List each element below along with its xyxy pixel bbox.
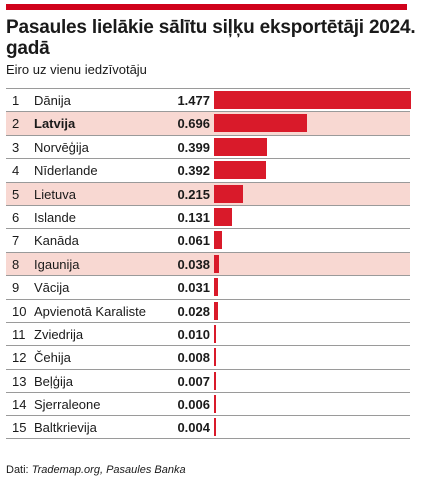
chart-row: 3 Norvēģija 0.399 (6, 134, 410, 158)
rank-label: 6 (12, 209, 20, 225)
bar (214, 254, 220, 273)
bar (214, 161, 267, 180)
chart-row: 11 Zviedrija 0.010 (6, 321, 410, 345)
chart-title: Pasaules lielākie sālītu siļķu eksportēt… (6, 17, 416, 59)
value-label: 0.031 (177, 280, 210, 296)
value-label: 0.392 (177, 163, 210, 179)
value-label: 0.696 (177, 116, 210, 132)
value-label: 0.061 (177, 233, 210, 249)
value-label: 1.477 (177, 93, 210, 108)
category-label: Norvēģija (34, 139, 89, 155)
chart-row: 7 Kanāda 0.061 (6, 228, 410, 251)
chart-row: 4 Nīderlande 0.392 (6, 158, 410, 181)
value-label: 0.007 (177, 373, 210, 389)
rank-label: 5 (12, 186, 20, 202)
category-label: Beļģija (34, 373, 74, 389)
rank-label: 2 (12, 116, 20, 132)
rank-label: 14 (12, 397, 27, 413)
category-label: Dānija (34, 93, 71, 108)
rank-label: 13 (12, 373, 27, 389)
category-label: Čehija (34, 350, 71, 366)
source-note: Dati: Trademap.org, Pasaules Banka (6, 464, 186, 476)
category-label: Lietuva (34, 186, 76, 202)
bar (214, 301, 218, 320)
value-label: 0.004 (177, 420, 210, 436)
value-label: 0.399 (177, 139, 210, 155)
rank-label: 12 (12, 350, 27, 366)
chart-row: 14 Sjerraleone 0.006 (6, 392, 410, 415)
chart-row: 13 Beļģija 0.007 (6, 368, 410, 392)
value-label: 0.028 (177, 303, 210, 319)
rank-label: 4 (12, 163, 20, 179)
bar (214, 184, 243, 203)
rank-label: 11 (12, 326, 26, 342)
bar (214, 114, 307, 133)
chart-subtitle: Eiro uz vienu iedzīvotāju (6, 62, 147, 77)
source-text: Trademap.org, Pasaules Banka (31, 464, 186, 476)
category-label: Zviedrija (34, 326, 84, 342)
category-label: Igaunija (34, 256, 80, 272)
category-label: Apvienotā Karaliste (34, 303, 147, 319)
bar (214, 395, 216, 414)
category-label: Kanāda (34, 233, 79, 249)
chart-row: 12 Čehija 0.008 (6, 345, 410, 368)
chart-row: 2 Latvija 0.696 (6, 111, 410, 135)
bar (214, 91, 411, 109)
bar (214, 231, 223, 250)
rank-label: 3 (12, 139, 20, 155)
value-label: 0.131 (177, 209, 210, 225)
bar (214, 207, 232, 226)
source-prefix: Dati: (6, 464, 32, 476)
chart-row: 1 Dānija 1.477 (6, 88, 411, 111)
value-label: 0.038 (177, 256, 210, 272)
top-accent-bar (6, 4, 407, 10)
chart-row: 15 Baltkrievija 0.004 (6, 415, 410, 439)
category-label: Vācija (34, 280, 70, 296)
value-label: 0.008 (177, 350, 210, 366)
category-label: Latvija (34, 116, 76, 132)
bar (214, 278, 219, 297)
category-label: Sjerraleone (34, 397, 101, 413)
rank-label: 7 (12, 233, 20, 249)
chart-row: 8 Igaunija 0.038 (6, 251, 410, 276)
value-label: 0.006 (177, 397, 210, 413)
rank-label: 15 (12, 420, 27, 436)
bar (214, 418, 216, 437)
bar (214, 137, 268, 156)
rank-label: 8 (12, 256, 20, 272)
chart-row: 10 Apvienotā Karaliste 0.028 (6, 298, 410, 322)
chart-row: 5 Lietuva 0.215 (6, 181, 410, 205)
chart-row: 6 Islande 0.131 (6, 204, 410, 228)
category-label: Nīderlande (34, 163, 98, 179)
category-label: Islande (34, 209, 76, 225)
rank-label: 1 (12, 93, 20, 108)
rank-label: 10 (12, 303, 27, 319)
bar-chart: 1 Dānija 1.477 2 Latvija 0.696 3 Norvēģija 0.399… (6, 88, 411, 439)
category-label: Baltkrievija (34, 420, 97, 436)
value-label: 0.010 (177, 326, 210, 342)
bar (214, 371, 216, 390)
bar (214, 348, 216, 367)
value-label: 0.215 (177, 186, 210, 202)
bar (214, 324, 216, 343)
rank-label: 9 (12, 280, 20, 296)
chart-row: 9 Vācija 0.031 (6, 275, 410, 298)
